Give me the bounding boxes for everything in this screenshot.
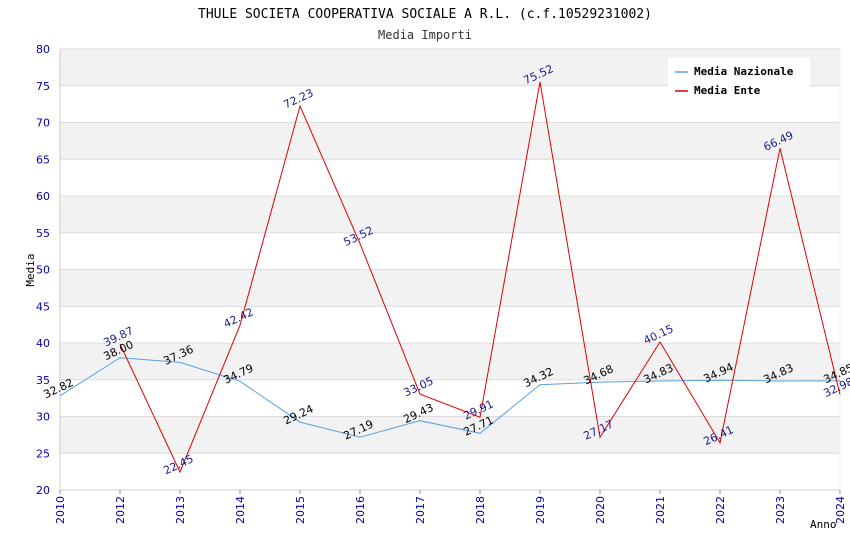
y-axis-ticks: 20 25 30 35 40 45 50 55 60 65 70 75 80 (36, 43, 50, 497)
y-tick-label: 70 (36, 117, 50, 130)
chart-subtitle: Media Importi (378, 28, 472, 42)
series-lines (59, 81, 841, 474)
x-tick-label: 2012 (114, 496, 127, 524)
x-tick-label: 2024 (834, 496, 847, 524)
data-label-ente: 22.45 (161, 452, 195, 477)
y-tick-label: 65 (36, 153, 50, 166)
y-tick-label: 20 (36, 484, 50, 497)
y-tick-label: 55 (36, 227, 50, 240)
x-tick-label: 2013 (174, 496, 187, 524)
x-tick-label: 2022 (714, 496, 727, 524)
x-tick-label: 2016 (354, 496, 367, 524)
legend-label-nazionale: Media Nazionale (694, 65, 794, 78)
x-tick-label: 2023 (774, 496, 787, 524)
x-tick-label: 2019 (534, 496, 547, 524)
x-tick-label: 2010 (54, 496, 67, 524)
y-tick-label: 45 (36, 300, 50, 313)
plot-bands (60, 49, 840, 454)
x-axis-ticks: 2010 2012 2013 2014 2015 2016 2017 2018 2019 2020… (54, 490, 847, 524)
grid-lines (59, 48, 841, 491)
y-tick-label: 35 (36, 374, 50, 387)
y-tick-label: 25 (36, 447, 50, 460)
x-axis-label: Anno (810, 518, 837, 531)
y-tick-label: 80 (36, 43, 50, 56)
x-tick-label: 2021 (654, 496, 667, 524)
y-axis-label: Media (24, 253, 37, 286)
legend: Media Nazionale Media Ente (668, 58, 810, 102)
series-line-ente (119, 81, 841, 474)
plot-band (60, 122, 840, 160)
x-tick-label: 2015 (294, 496, 307, 524)
x-tick-label: 2018 (474, 496, 487, 524)
data-label-ente: 42.42 (221, 305, 255, 330)
y-tick-label: 60 (36, 190, 50, 203)
y-tick-label: 75 (36, 80, 50, 93)
legend-label-ente: Media Ente (694, 84, 761, 97)
x-tick-label: 2014 (234, 496, 247, 524)
legend-box (668, 58, 810, 102)
x-tick-label: 2017 (414, 496, 427, 524)
chart-title: THULE SOCIETA COOPERATIVA SOCIALE A R.L.… (198, 7, 652, 22)
x-tick-label: 2020 (594, 496, 607, 524)
plot-band (60, 343, 840, 380)
y-tick-label: 30 (36, 411, 50, 424)
data-label-ente: 72.23 (281, 86, 315, 111)
plot-band (60, 196, 840, 233)
y-tick-label: 40 (36, 337, 50, 350)
y-tick-label: 50 (36, 264, 50, 277)
plot-band (60, 269, 840, 307)
series-line-nazionale (59, 357, 841, 438)
